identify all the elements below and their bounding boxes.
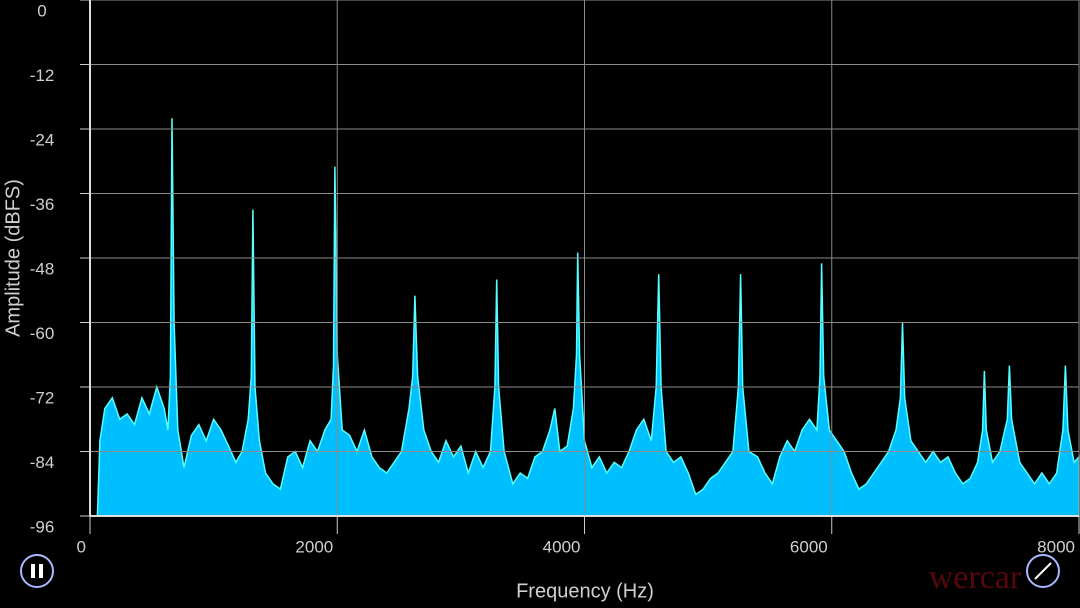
x-tick-label: 8000	[1037, 537, 1075, 556]
y-tick-label: -24	[30, 130, 55, 149]
expand-button[interactable]	[1026, 554, 1060, 588]
plot: 0 -12 -24 -36 -48 -60 -72 -84 -96 0 2000 4000 6000 80…	[30, 0, 1080, 556]
expand-arrow[interactable]	[1034, 562, 1052, 580]
x-tick-label: 0	[77, 537, 86, 556]
y-tick-label: -60	[30, 324, 55, 343]
y-axis-label: Amplitude (dBFS)	[2, 179, 24, 337]
x-axis-label: Frequency (Hz)	[516, 580, 654, 602]
x-tick-label: 2000	[295, 537, 333, 556]
y-tick-label: -96	[30, 517, 55, 536]
x-tick-label: 4000	[543, 537, 581, 556]
y-tick-label: -12	[30, 66, 55, 85]
y-tick-label: -72	[30, 388, 55, 407]
x-tick-label: 6000	[790, 537, 828, 556]
pause-ring[interactable]	[20, 554, 54, 588]
pause-bar[interactable]	[31, 564, 35, 578]
y-tick-label: 0	[37, 1, 46, 20]
watermark: wercar	[929, 559, 1022, 596]
y-tick-label: -84	[30, 453, 55, 472]
spectrum-area	[96, 118, 1080, 517]
pause-bar[interactable]	[39, 564, 43, 578]
y-tick-label: -36	[30, 195, 55, 214]
pause-button[interactable]	[20, 554, 54, 588]
expand-ring[interactable]	[1026, 554, 1060, 588]
y-tick-label: -48	[30, 259, 55, 278]
